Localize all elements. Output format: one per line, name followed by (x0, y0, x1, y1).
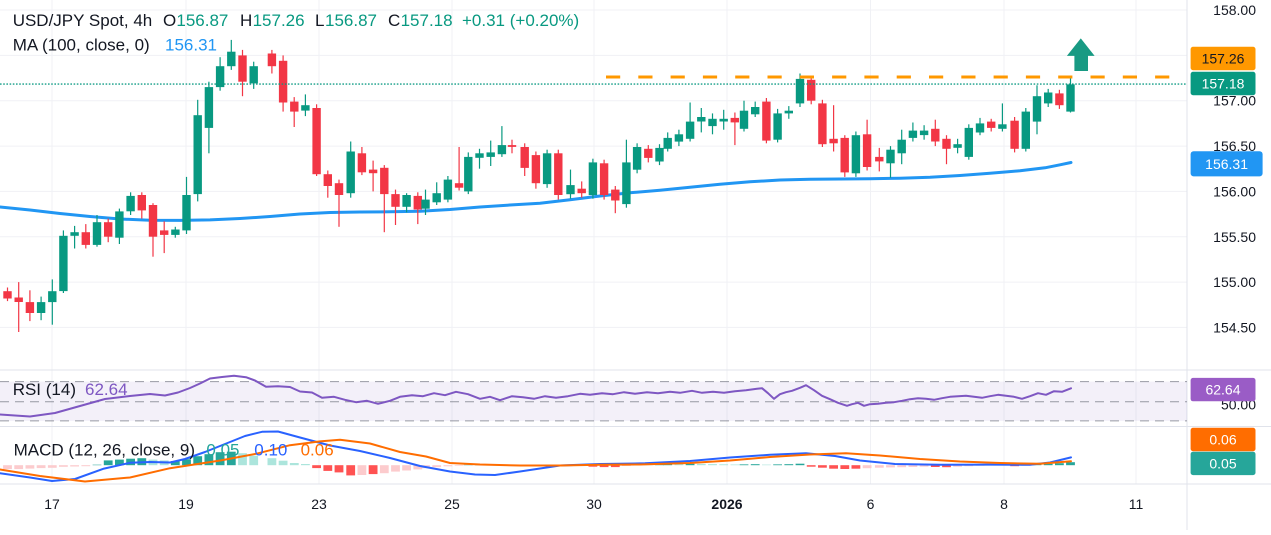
svg-text:157.26: 157.26 (1202, 51, 1245, 67)
svg-text:0.10: 0.10 (254, 441, 287, 460)
svg-text:157.26: 157.26 (253, 11, 305, 30)
svg-text:0.06: 0.06 (1209, 432, 1236, 448)
svg-text:62.64: 62.64 (85, 380, 128, 399)
svg-text:157.18: 157.18 (401, 11, 453, 30)
svg-text:156.00: 156.00 (1213, 183, 1256, 199)
svg-text:0.05: 0.05 (206, 441, 239, 460)
svg-text:19: 19 (178, 496, 194, 512)
svg-text:156.31: 156.31 (165, 36, 217, 55)
svg-text:25: 25 (444, 496, 460, 512)
svg-text:23: 23 (311, 496, 327, 512)
svg-text:155.00: 155.00 (1213, 274, 1256, 290)
svg-text:MA (100, close, 0): MA (100, close, 0) (13, 36, 150, 55)
svg-text:8: 8 (1000, 496, 1008, 512)
svg-text:6: 6 (867, 496, 875, 512)
svg-text:+0.31 (+0.20%): +0.31 (+0.20%) (462, 11, 579, 30)
svg-text:156.31: 156.31 (1205, 156, 1248, 172)
svg-text:30: 30 (586, 496, 602, 512)
svg-text:USD/JPY Spot, 4h: USD/JPY Spot, 4h (13, 11, 153, 30)
svg-text:156.87: 156.87 (176, 11, 228, 30)
svg-text:156.87: 156.87 (325, 11, 377, 30)
svg-text:17: 17 (44, 496, 60, 512)
svg-text:H: H (240, 11, 252, 30)
svg-text:L: L (315, 11, 324, 30)
svg-text:0.05: 0.05 (1209, 455, 1236, 471)
svg-text:2026: 2026 (711, 496, 742, 512)
svg-text:O: O (163, 11, 176, 30)
svg-text:158.00: 158.00 (1213, 2, 1256, 18)
svg-text:MACD (12, 26, close, 9): MACD (12, 26, close, 9) (14, 441, 195, 460)
svg-text:154.50: 154.50 (1213, 319, 1256, 335)
svg-text:0.06: 0.06 (301, 441, 334, 460)
svg-text:157.18: 157.18 (1202, 76, 1245, 92)
svg-text:62.64: 62.64 (1205, 382, 1240, 398)
svg-text:155.50: 155.50 (1213, 229, 1256, 245)
svg-text:C: C (388, 11, 400, 30)
svg-text:RSI (14): RSI (14) (13, 380, 76, 399)
svg-text:11: 11 (1129, 496, 1144, 512)
